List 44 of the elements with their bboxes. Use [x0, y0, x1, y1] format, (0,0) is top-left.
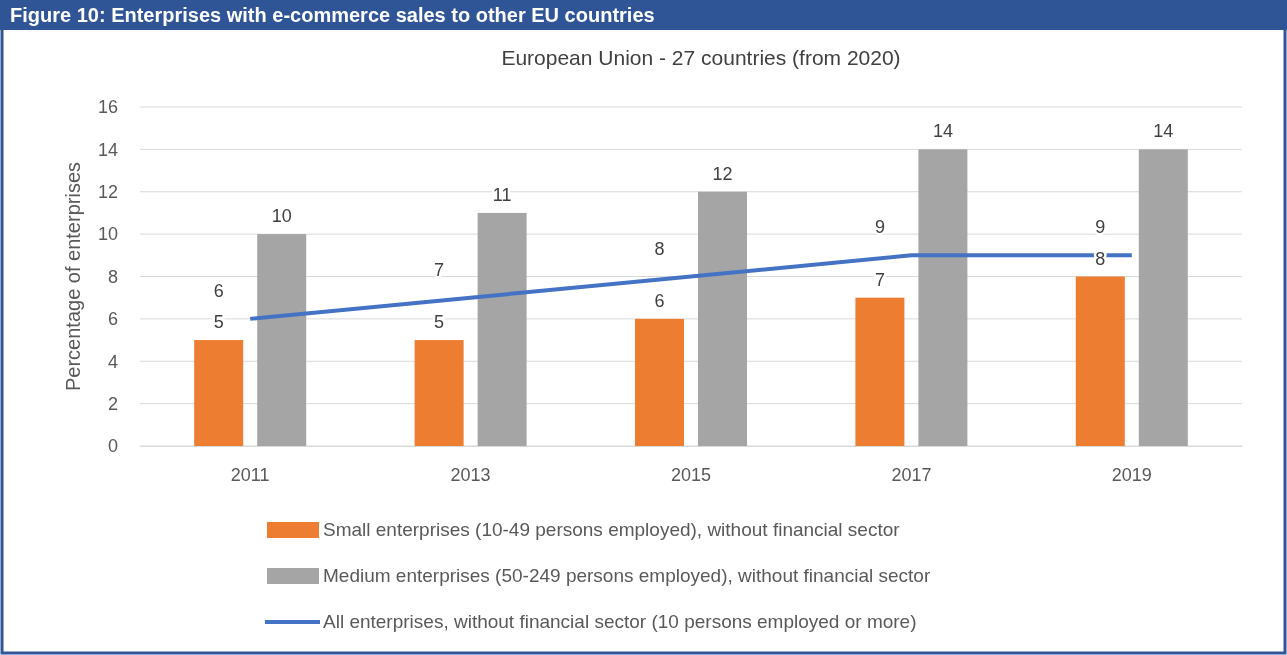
y-tick-label: 14 [97, 139, 118, 160]
x-tick-label: 2015 [670, 464, 712, 485]
chart-subtitle: European Union - 27 countries (from 2020) [501, 46, 901, 69]
y-axis-title: Percentage of enterprises [62, 161, 84, 392]
y-tick-label: 12 [97, 182, 118, 203]
data-label: 7 [434, 259, 445, 280]
data-label: 5 [434, 312, 445, 333]
x-tick-label: 2019 [1111, 464, 1152, 485]
bar [855, 297, 905, 446]
bar [414, 340, 464, 446]
data-label: 14 [932, 121, 953, 142]
bar [635, 318, 684, 446]
y-tick-label: 16 [97, 97, 118, 118]
data-label: 11 [492, 184, 512, 205]
data-label: 8 [654, 238, 665, 259]
bar [194, 340, 244, 446]
bar [918, 149, 968, 446]
bar [477, 212, 527, 446]
x-tick-label: 2013 [450, 464, 491, 485]
legend-label: Medium enterprises (50-249 persons employed), without financial sector [323, 565, 931, 586]
legend-label: All enterprises, without financial sector (10 persons employed or more) [323, 611, 917, 632]
data-label: 6 [213, 280, 224, 301]
data-label: 14 [1153, 121, 1174, 142]
data-label: 9 [874, 217, 885, 238]
data-label: 5 [213, 312, 224, 333]
bar [1138, 149, 1188, 446]
y-tick-label: 8 [107, 266, 118, 287]
legend-label: Small enterprises (10-49 persons employed), without financial sector [323, 519, 901, 540]
data-label: 7 [874, 269, 885, 290]
data-label: 9 [1095, 217, 1106, 238]
data-label: 6 [654, 290, 665, 311]
y-tick-label: 6 [107, 309, 118, 330]
x-tick-label: 2011 [230, 464, 270, 485]
x-tick-label: 2017 [891, 464, 932, 485]
bar [257, 234, 307, 446]
chart-title: Figure 10: Enterprises with e-commerce sales to other EU countries [10, 4, 655, 26]
data-label: 10 [271, 206, 292, 227]
bar [698, 191, 747, 446]
data-label: 12 [712, 163, 733, 184]
y-tick-label: 2 [107, 393, 118, 414]
y-tick-label: 0 [107, 436, 118, 457]
y-tick-label: 4 [107, 351, 118, 372]
bar [1075, 276, 1125, 446]
y-tick-label: 10 [97, 224, 118, 245]
